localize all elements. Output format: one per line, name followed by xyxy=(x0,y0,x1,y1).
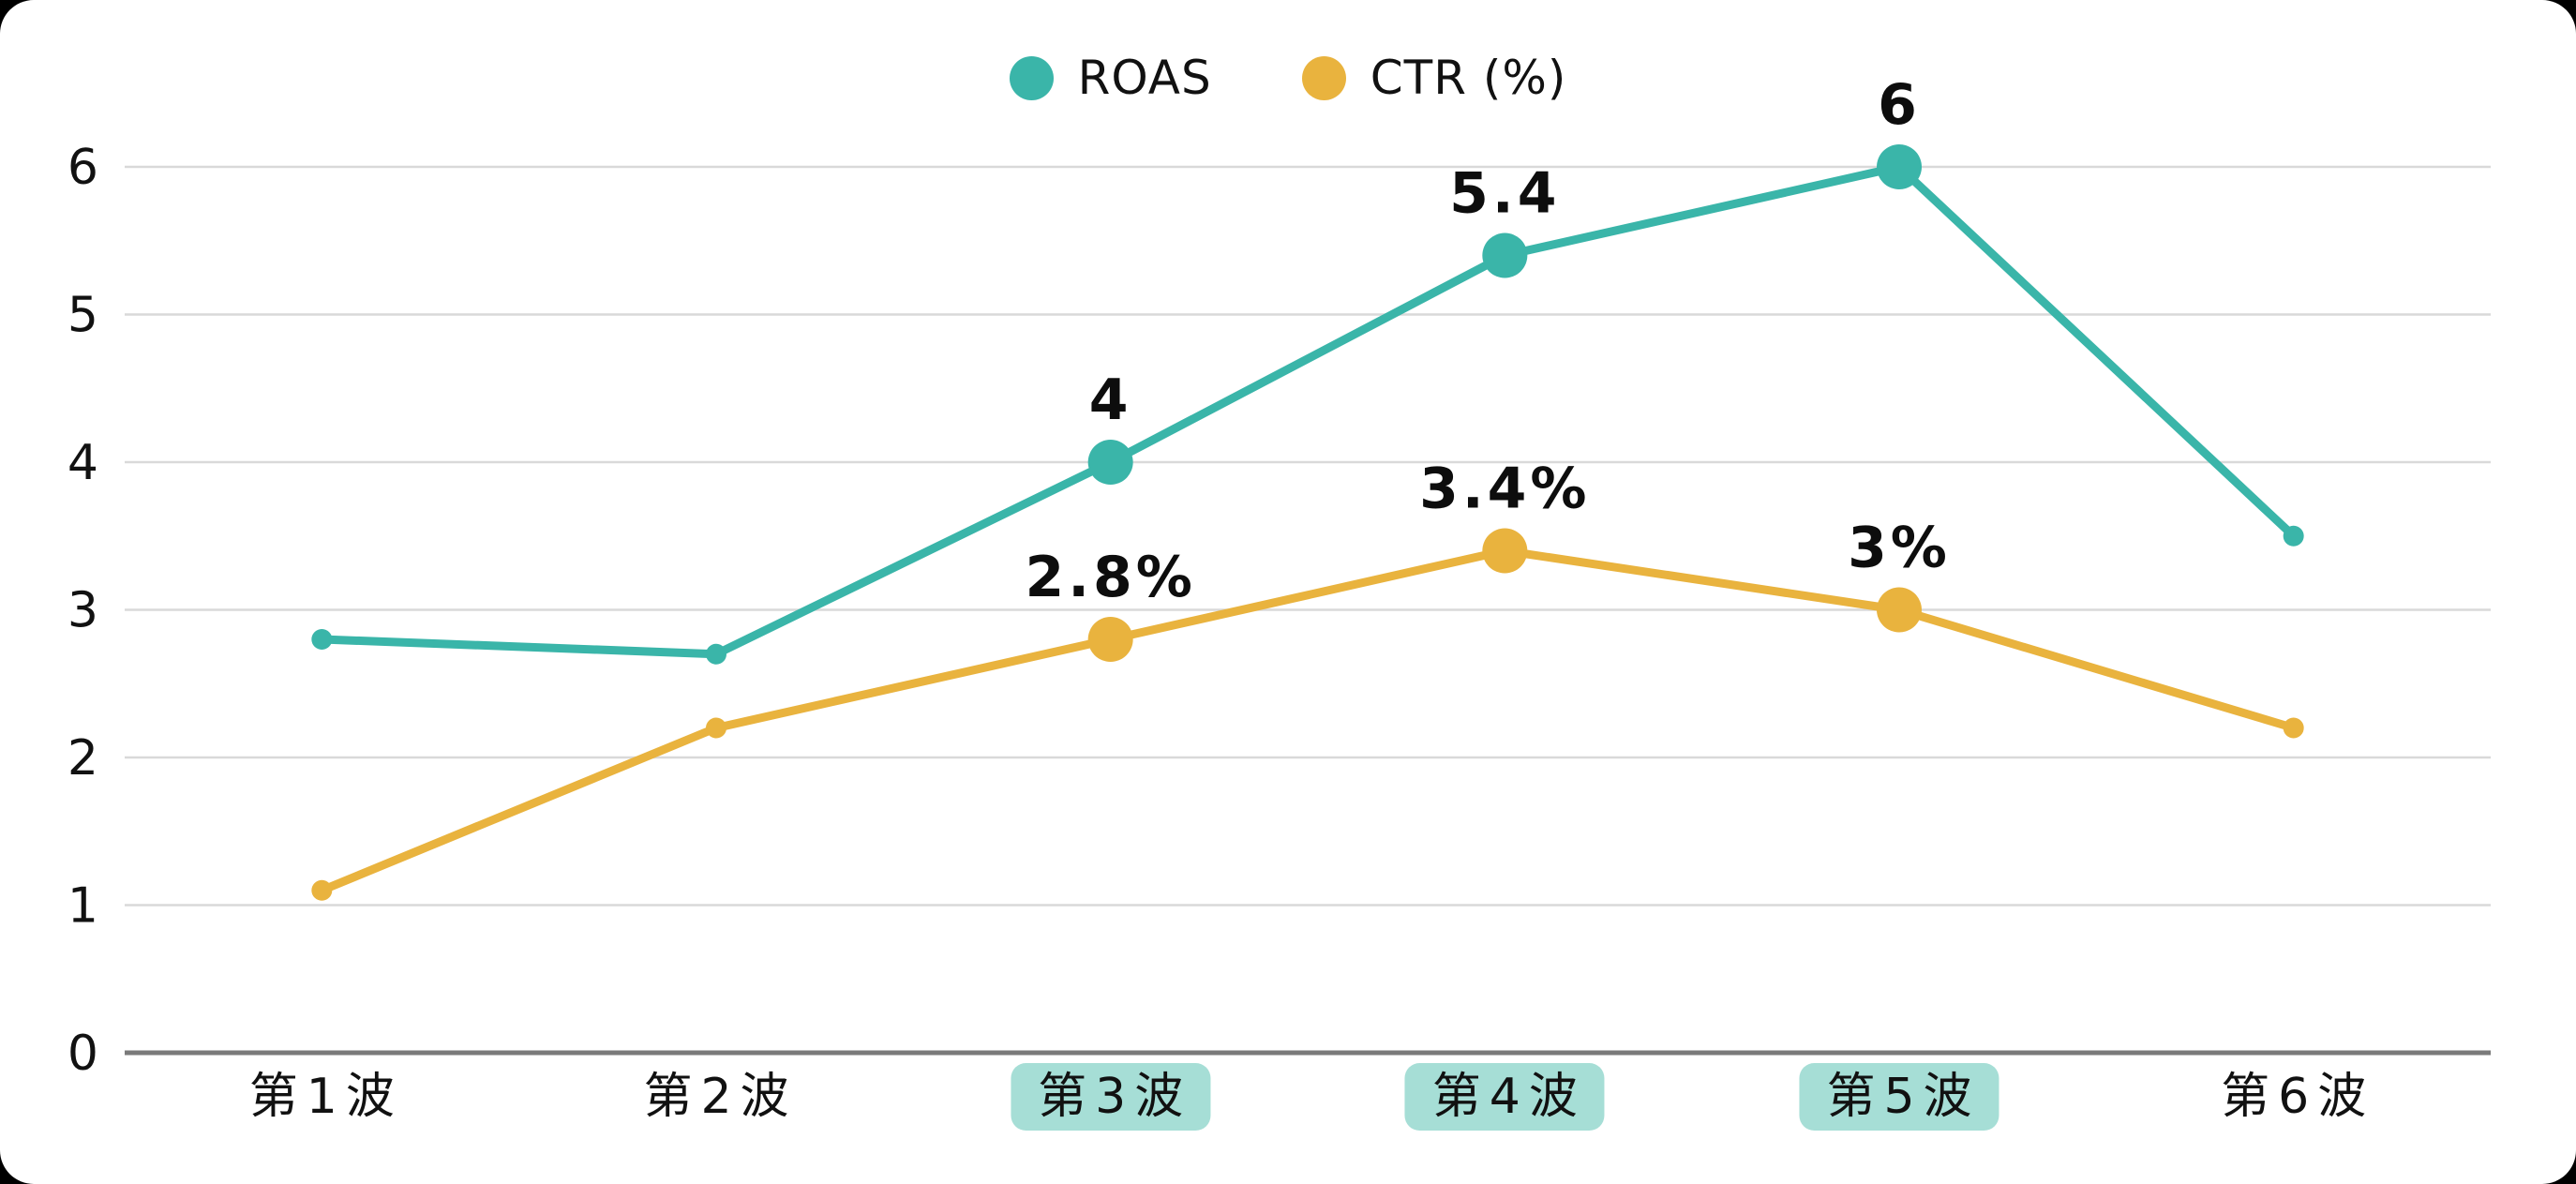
legend-item: CTR (%) xyxy=(1301,51,1567,105)
legend-label: ROAS xyxy=(1077,51,1212,105)
y-tick-label: 3 xyxy=(67,583,98,639)
legend-item: ROAS xyxy=(1009,51,1212,105)
data-point-label: 5.4 xyxy=(1449,161,1560,227)
data-point xyxy=(2283,717,2304,739)
data-point xyxy=(1877,144,1922,189)
data-point xyxy=(706,643,726,665)
data-point-label: 3% xyxy=(1848,516,1951,581)
y-tick-label: 0 xyxy=(67,1026,98,1082)
data-point-label: 6 xyxy=(1878,72,1921,138)
y-tick-label: 2 xyxy=(67,730,98,787)
data-point xyxy=(311,879,333,901)
series-line xyxy=(317,162,2299,659)
data-point-label: 4 xyxy=(1089,367,1132,433)
legend-swatch-icon xyxy=(1009,55,1054,100)
data-point xyxy=(706,717,726,739)
data-point xyxy=(1877,587,1922,633)
y-tick-label: 5 xyxy=(67,288,98,344)
data-point-label: 3.4% xyxy=(1419,457,1590,522)
legend: ROAS CTR (%) xyxy=(0,54,2576,101)
data-point xyxy=(1482,528,1528,574)
legend-label: CTR (%) xyxy=(1370,51,1567,105)
data-point xyxy=(2283,525,2304,547)
y-tick-label: 6 xyxy=(67,140,98,196)
data-point xyxy=(1482,232,1528,278)
y-tick-label: 4 xyxy=(67,435,98,491)
data-point-label: 2.8% xyxy=(1025,545,1195,610)
y-tick-label: 1 xyxy=(67,878,98,935)
legend-swatch-icon xyxy=(1301,55,1346,100)
data-point xyxy=(1087,440,1133,485)
series-line xyxy=(317,547,2299,895)
data-point xyxy=(1087,617,1133,662)
data-point xyxy=(311,629,333,650)
